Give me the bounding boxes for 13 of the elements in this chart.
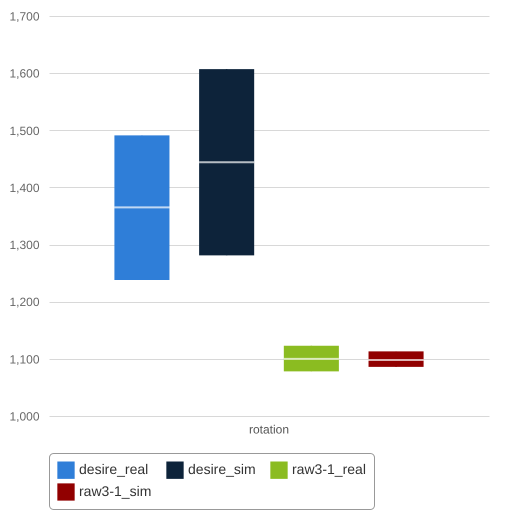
- y-tick-label: 1,600: [9, 66, 40, 81]
- legend-label: raw3-1_sim: [79, 483, 152, 499]
- y-tick-label: 1,500: [9, 124, 40, 138]
- legend-label: desire_sim: [188, 461, 256, 478]
- y-tick-label: 1,200: [9, 295, 40, 310]
- y-tick-label: 1,400: [9, 180, 40, 195]
- y-tick-label: 1,300: [9, 238, 40, 252]
- y-tick-label: 1,700: [9, 10, 40, 24]
- x-tick-label: rotation: [248, 422, 290, 436]
- y-tick-label: 1,000: [9, 410, 40, 424]
- y-tick-label: 1,100: [9, 352, 40, 366]
- legend-label: raw3-1_real: [292, 461, 366, 478]
- legend-label: desire_real: [79, 461, 148, 478]
